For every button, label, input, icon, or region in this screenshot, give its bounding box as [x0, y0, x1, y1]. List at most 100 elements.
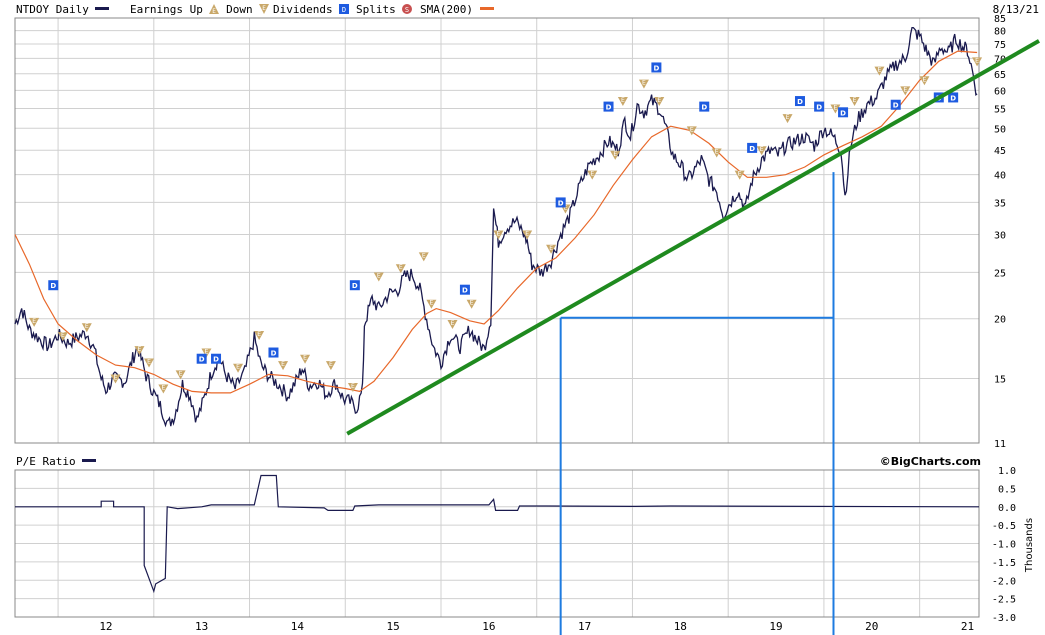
- earnings-marker: E: [711, 148, 722, 158]
- earnings-marker-shape: [546, 244, 557, 254]
- event-markers: E E E E E E E E E E E E E E E E E E E E E E E E E E E E E E E E E E E E E E E E…: [29, 57, 983, 394]
- earnings-marker: E: [134, 346, 145, 356]
- earnings-marker: E: [919, 76, 930, 86]
- dividend-marker-box: [268, 347, 279, 358]
- dividend-marker-box: [603, 101, 614, 112]
- earnings-marker: E: [734, 170, 745, 180]
- dividend-marker: D: [814, 101, 825, 112]
- dividend-marker-box: [651, 62, 662, 73]
- earnings-marker-shape: [654, 97, 665, 107]
- earnings-marker: E: [830, 104, 841, 114]
- earnings-marker-shape: [233, 363, 244, 373]
- earnings-marker-shape: [300, 354, 311, 364]
- earnings-marker-shape: [849, 97, 860, 107]
- earnings-marker: E: [849, 97, 860, 107]
- dividend-marker: D: [349, 280, 360, 291]
- pe-tick-label: -1.5: [992, 558, 1016, 569]
- dividend-marker: D: [459, 284, 470, 295]
- earnings-marker: E: [782, 114, 793, 124]
- earnings-marker-letter: E: [205, 349, 209, 356]
- earnings-marker-letter: E: [303, 355, 307, 362]
- dividend-marker-box: [699, 101, 710, 112]
- chart-date: 8/13/21: [992, 3, 1039, 16]
- earnings-marker-letter: E: [923, 76, 927, 83]
- earnings-marker-shape: [734, 170, 745, 180]
- earnings-marker-shape: [418, 252, 429, 262]
- x-tick-label: 15: [387, 620, 400, 633]
- earnings-marker-letter: E: [834, 104, 838, 111]
- earnings-marker-shape: [756, 146, 767, 156]
- earnings-marker-letter: E: [760, 146, 764, 153]
- dividend-marker: D: [48, 280, 59, 291]
- earnings-marker: E: [254, 330, 265, 340]
- earnings-marker: E: [347, 383, 358, 393]
- symbol-label: NTDOY Daily: [16, 3, 89, 16]
- splits-label: Splits: [356, 3, 396, 16]
- pe-tick-label: -2.0: [992, 576, 1016, 587]
- earnings-marker-letter: E: [257, 331, 261, 338]
- earnings-marker-letter: E: [147, 359, 151, 366]
- svg-text:D: D: [342, 6, 346, 14]
- x-tick-label: 12: [99, 620, 112, 633]
- dividend-icon: D: [339, 4, 350, 14]
- earnings-marker-shape: [617, 97, 628, 107]
- price-tick-label: 85: [994, 14, 1006, 25]
- earnings-marker-letter: E: [786, 114, 790, 121]
- price-tick-label: 15: [994, 375, 1006, 386]
- earnings-marker-shape: [254, 330, 265, 340]
- earnings-marker-shape: [638, 79, 649, 89]
- dividend-marker-box: [349, 280, 360, 291]
- dividend-marker-letter: D: [653, 64, 659, 72]
- earnings-marker: E: [81, 323, 92, 333]
- price-line-swatch: [95, 7, 110, 10]
- earnings-marker-letter: E: [878, 67, 882, 74]
- earnings-marker-shape: [493, 230, 504, 240]
- earnings-marker-shape: [874, 66, 885, 76]
- earnings-marker-letter: E: [690, 126, 694, 133]
- earnings-marker: E: [522, 230, 533, 240]
- pe-ylabel: Thousands: [1024, 518, 1035, 573]
- earnings-marker: E: [418, 252, 429, 262]
- x-tick-label: 14: [291, 620, 305, 633]
- earnings-marker-letter: E: [738, 171, 742, 178]
- price-tick-label: 60: [994, 86, 1006, 97]
- earnings-marker-shape: [782, 114, 793, 124]
- earnings-marker-letter: E: [549, 245, 553, 252]
- x-tick-label: 18: [674, 620, 687, 633]
- earnings-marker: E: [278, 361, 289, 371]
- earnings-marker: E: [233, 363, 244, 373]
- earnings-marker-shape: [686, 126, 697, 136]
- earnings-up-label: Earnings Up: [130, 3, 203, 16]
- x-tick-label: 16: [482, 620, 495, 633]
- earnings-marker-letter: E: [903, 86, 907, 93]
- earnings-marker: E: [201, 348, 212, 358]
- pe-tick-label: -0.5: [992, 521, 1016, 532]
- dividend-marker-letter: D: [462, 287, 468, 295]
- dividend-marker: D: [890, 99, 901, 110]
- x-axis: 12 13 14 15 16 17 18 19 20 21: [99, 620, 974, 633]
- pe-tick-label: -1.0: [992, 540, 1016, 551]
- earnings-marker-letter: E: [399, 264, 403, 271]
- legend-splits: Splits S: [356, 3, 413, 16]
- earnings-marker-shape: [395, 264, 406, 274]
- earnings-marker: E: [654, 97, 665, 107]
- pe-tick-label: -3.0: [992, 613, 1016, 624]
- pe-tick-label: 0.5: [998, 484, 1016, 495]
- earnings-marker-shape: [347, 383, 358, 393]
- price-tick-label: 25: [994, 268, 1006, 279]
- earnings-marker-shape: [447, 320, 458, 330]
- earnings-marker-letter: E: [451, 320, 455, 327]
- dividend-marker: D: [268, 347, 279, 358]
- price-tick-label: 50: [994, 124, 1006, 135]
- lower-y-axis: 1.0 0.5 0.0 -0.5 -1.0 -1.5 -2.0 -2.5 -3.0: [992, 466, 1016, 624]
- dividend-marker-box: [459, 284, 470, 295]
- dividend-marker-letter: D: [840, 109, 846, 117]
- earnings-marker: E: [373, 272, 384, 282]
- support-trendline: [346, 39, 1040, 436]
- dividend-marker-letter: D: [749, 145, 755, 153]
- earnings-marker-shape: [81, 323, 92, 333]
- earnings-marker: E: [57, 332, 68, 342]
- lower-plot-frame: [14, 469, 980, 618]
- earnings-marker-shape: [426, 299, 437, 309]
- earnings-marker-letter: E: [621, 97, 625, 104]
